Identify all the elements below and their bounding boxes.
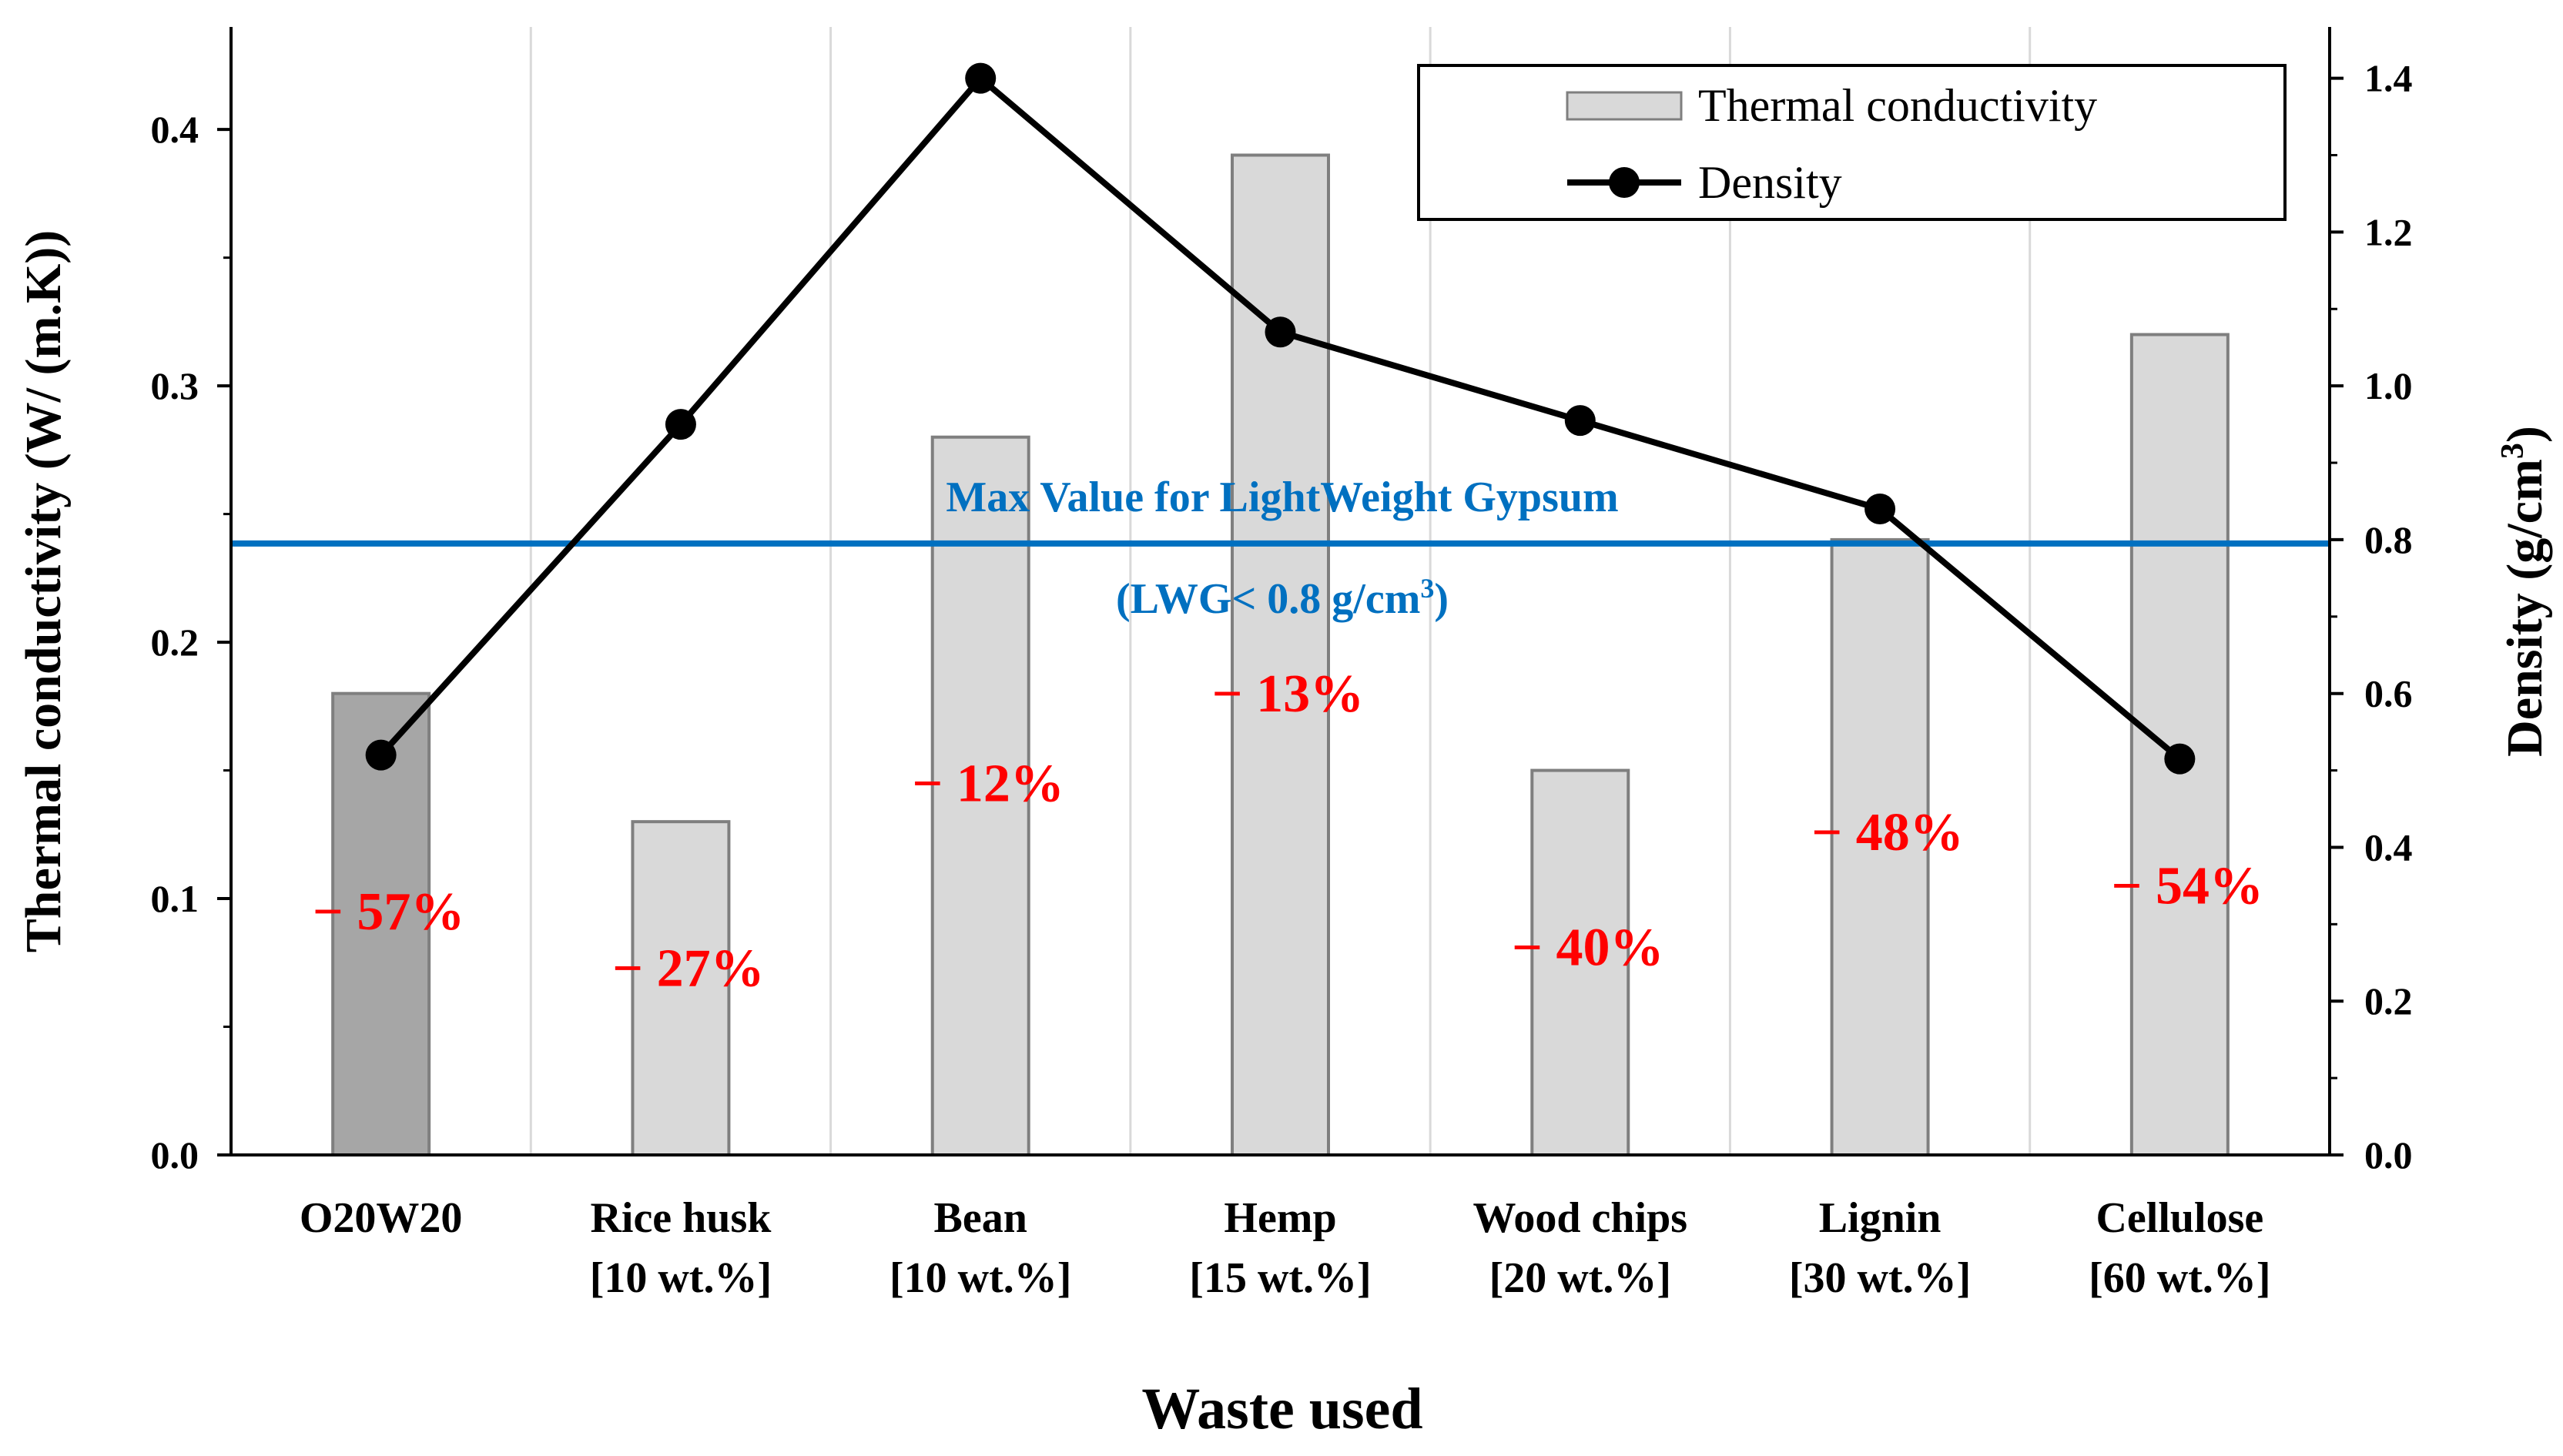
percent-annotation: − 48% (1811, 803, 1963, 862)
percent-annotation: − 12% (913, 755, 1064, 814)
category-sublabel: [10 wt.%] (890, 1254, 1071, 1302)
density-point (665, 409, 696, 440)
bar (1830, 537, 1930, 1156)
category-sublabel: [20 wt.%] (1489, 1254, 1671, 1302)
density-point (365, 739, 397, 771)
right-tick-label: 1.2 (2364, 210, 2413, 253)
right-tick-label: 1.0 (2364, 364, 2413, 407)
category-label: Hemp (1224, 1194, 1336, 1242)
density-point (965, 62, 997, 94)
right-tick-label: 0.4 (2364, 825, 2413, 869)
percent-annotation: − 40% (1512, 919, 1663, 978)
category-label: Rice husk (590, 1194, 772, 1242)
reference-line-sublabel: (LWG< 0.8 g/cm3) (1116, 573, 1449, 623)
percent-annotation: − 57% (313, 882, 464, 942)
category-sublabel: [60 wt.%] (2089, 1254, 2270, 1302)
percent-annotation: − 27% (612, 939, 764, 998)
left-tick-label: 0.4 (151, 108, 199, 151)
percent-annotation: − 54% (2112, 857, 2263, 916)
y-right-title: Density (g/cm3) (2495, 426, 2553, 757)
axes: 0.0 0.1 0.2 0.3 0.4 0.0 0.2 0.4 0.6 0.8 1.0 1.2 1.4 O… (151, 27, 2413, 1302)
percent-annotation: − 13% (1212, 664, 1364, 724)
density-series (365, 62, 2196, 775)
right-tick-label: 1.4 (2364, 57, 2413, 100)
legend-bar-swatch (1566, 91, 1683, 121)
density-point (1564, 405, 1596, 437)
right-tick-label: 0.6 (2364, 672, 2413, 715)
right-tick-label: 0.2 (2364, 979, 2413, 1023)
density-point (2164, 743, 2196, 775)
category-label: Cellulose (2096, 1194, 2263, 1242)
left-tick-label: 0.0 (151, 1133, 199, 1177)
reference-line-group: Max Value for LightWeight Gypsum (LWG< 0.… (231, 474, 2330, 623)
right-tick-label: 0.8 (2364, 518, 2413, 561)
annotation-group: − 57% − 27% − 12% − 13% − 40% − 48% − 54% (313, 664, 2263, 998)
left-tick-label: 0.1 (151, 877, 199, 920)
x-axis-title: Waste used (1141, 1377, 1422, 1441)
category-sublabel: [10 wt.%] (590, 1254, 772, 1302)
density-point (1265, 316, 1296, 348)
category-label: O20W20 (300, 1194, 463, 1242)
legend-marker (1609, 167, 1640, 198)
legend-box (1417, 64, 2287, 221)
right-tick-label: 0.0 (2364, 1133, 2413, 1177)
y-left-title: Thermal conductivity (W/ (m.K)) (15, 230, 72, 953)
category-label: Bean (934, 1194, 1027, 1242)
reference-line-label: Max Value for LightWeight Gypsum (946, 474, 1618, 521)
legend-label: Density (1698, 157, 1842, 208)
category-sublabel: [15 wt.%] (1189, 1254, 1371, 1302)
left-tick-label: 0.2 (151, 621, 199, 664)
category-sublabel: [30 wt.%] (1789, 1254, 1971, 1302)
left-tick-label: 0.3 (151, 364, 199, 407)
category-label: Wood chips (1473, 1194, 1688, 1242)
density-point (1864, 493, 1896, 524)
legend: Thermal conductivity Density (1417, 64, 2287, 221)
legend-label: Thermal conductivity (1698, 80, 2097, 131)
axis-titles: Waste used Thermal conductivity (W/ (m.K)… (15, 230, 2553, 1441)
category-label: Lignin (1819, 1194, 1942, 1242)
